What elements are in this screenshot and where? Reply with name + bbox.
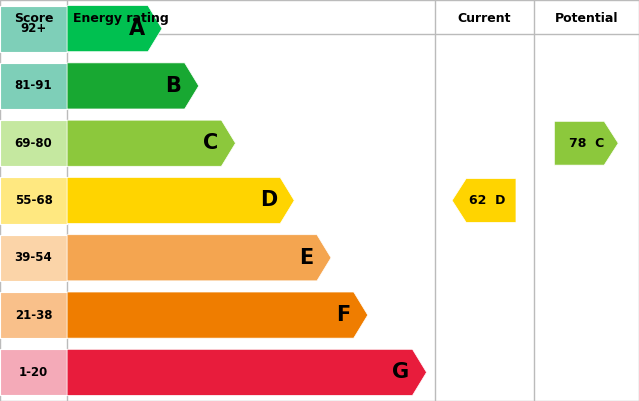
Bar: [0, 6, 67, 52]
Polygon shape: [67, 235, 331, 281]
Text: C: C: [203, 133, 219, 153]
Text: Potential: Potential: [555, 12, 618, 25]
Text: Current: Current: [458, 12, 511, 25]
Polygon shape: [67, 177, 294, 224]
Text: 55-68: 55-68: [15, 194, 52, 207]
Text: B: B: [166, 76, 181, 96]
Bar: [0, 177, 67, 224]
Text: Energy rating: Energy rating: [73, 12, 169, 25]
Text: F: F: [336, 305, 351, 325]
Text: D: D: [260, 190, 277, 211]
Text: G: G: [392, 363, 409, 383]
Text: A: A: [128, 18, 145, 38]
Polygon shape: [67, 63, 199, 109]
Text: 69-80: 69-80: [15, 137, 52, 150]
Bar: [0, 120, 67, 166]
Text: 78  C: 78 C: [569, 137, 604, 150]
Text: 62  D: 62 D: [469, 194, 505, 207]
Polygon shape: [67, 120, 236, 166]
Text: 21-38: 21-38: [15, 309, 52, 322]
Bar: [0, 349, 67, 395]
Polygon shape: [67, 6, 162, 52]
Text: 39-54: 39-54: [15, 251, 52, 264]
Bar: [0, 63, 67, 109]
Polygon shape: [67, 349, 427, 395]
Text: Score: Score: [14, 12, 53, 25]
Text: 81-91: 81-91: [15, 79, 52, 92]
Polygon shape: [452, 178, 516, 223]
Bar: [0, 292, 67, 338]
Text: 92+: 92+: [20, 22, 47, 35]
Text: E: E: [300, 248, 314, 268]
Text: 1-20: 1-20: [19, 366, 48, 379]
Polygon shape: [554, 122, 619, 165]
Polygon shape: [67, 292, 368, 338]
Bar: [0, 235, 67, 281]
